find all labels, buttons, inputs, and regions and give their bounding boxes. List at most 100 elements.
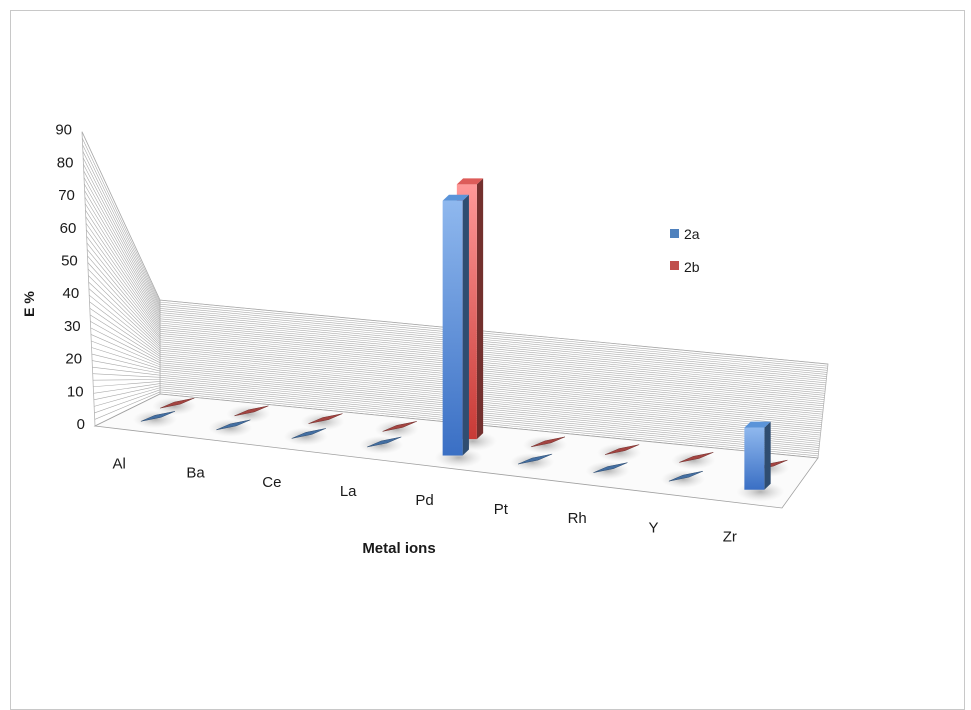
- bar-2a-Zr: [744, 421, 771, 490]
- gridline-back: [159, 324, 826, 390]
- gridline-side: [83, 164, 161, 311]
- gridline-back: [159, 383, 820, 448]
- gridline-side: [92, 379, 161, 381]
- gridline-side: [89, 294, 161, 353]
- x-tick-label: Zr: [723, 528, 737, 545]
- bar-2b-Ba: [234, 405, 269, 417]
- gridline-back: [159, 308, 828, 373]
- gridline-side: [89, 308, 161, 357]
- gridline-back: [159, 320, 826, 386]
- bar-2a-Rh: [593, 462, 628, 473]
- gridline-side: [85, 210, 161, 326]
- gridline-side: [89, 301, 161, 355]
- gridline-back: [159, 328, 825, 394]
- gridline-back: [159, 345, 824, 411]
- gridline-side: [86, 236, 161, 334]
- gridline-side: [91, 340, 161, 368]
- y-tick-label: 30: [64, 318, 81, 335]
- gridline-back: [159, 316, 827, 382]
- gridline-side: [93, 383, 161, 394]
- gridline-side: [88, 288, 161, 351]
- gridline-back: [159, 341, 824, 407]
- legend-label-2a: 2a: [684, 226, 700, 242]
- gridline-side: [88, 281, 161, 349]
- gridline-back: [159, 356, 823, 421]
- legend-swatch-2a: [670, 229, 679, 238]
- gridline-back: [159, 374, 821, 440]
- y-tick-label: 40: [63, 285, 80, 302]
- gridline-side: [82, 144, 161, 305]
- bar-2b-Rh: [605, 444, 640, 455]
- gridline-back: [159, 351, 823, 417]
- bar-side: [476, 178, 484, 440]
- gridline-side: [92, 373, 161, 378]
- gridline-side: [93, 385, 161, 401]
- gridline-back: [159, 381, 820, 446]
- gridline-side: [94, 389, 161, 414]
- gridline-side: [83, 177, 161, 315]
- gridline-side: [93, 381, 161, 388]
- grid-layer: [81, 131, 829, 459]
- gridline-side: [84, 183, 161, 317]
- gridline-back: [159, 372, 821, 438]
- gridline-side: [85, 223, 161, 330]
- y-tick-label: 50: [61, 253, 78, 270]
- y-tick-label: 20: [65, 351, 82, 368]
- gridline-side: [84, 203, 161, 324]
- bar-2a-La: [367, 436, 402, 448]
- bar-2a-Ce: [291, 428, 326, 439]
- y-tick-label: 60: [60, 220, 77, 237]
- gridline-back: [159, 376, 820, 442]
- gridline-side: [81, 131, 161, 301]
- gridline-back: [159, 318, 827, 384]
- gridline-back: [159, 358, 822, 423]
- gridline-back: [159, 366, 821, 432]
- bar-2a-Pt: [517, 453, 553, 465]
- gridline-back: [159, 337, 825, 402]
- bar-side: [764, 421, 771, 490]
- bar-front: [744, 427, 765, 490]
- bar-2a-Ba: [216, 419, 251, 431]
- gridline-back: [159, 314, 827, 379]
- gridline-back: [159, 389, 819, 455]
- gridline-side: [90, 334, 161, 366]
- bar-front: [442, 200, 463, 456]
- gridline-side: [90, 327, 161, 363]
- bars-layer: [442, 178, 771, 490]
- gridline-back: [159, 306, 828, 371]
- side-wall: [81, 131, 161, 427]
- gridline-side: [84, 190, 161, 319]
- bar-side: [462, 194, 469, 456]
- gridline-back: [159, 370, 821, 436]
- x-tick-label: Pd: [415, 492, 433, 509]
- x-tick-label: Ba: [186, 465, 205, 482]
- gridline-back: [159, 347, 823, 413]
- gridline-side: [88, 275, 161, 347]
- legend-label-2b: 2b: [684, 259, 700, 275]
- gridline-back: [159, 333, 825, 398]
- bar-2a-Al: [140, 411, 176, 422]
- gridline-back: [159, 349, 823, 415]
- x-tick-label: La: [340, 483, 357, 500]
- gridline-side: [92, 360, 161, 374]
- gridline-side: [94, 387, 161, 407]
- gridline-side: [82, 157, 161, 309]
- gridline-back: [159, 299, 829, 365]
- y-tick-label: 0: [77, 416, 85, 433]
- gridline-back: [159, 360, 822, 425]
- x-tick-label: Y: [648, 519, 658, 536]
- gridline-back: [159, 387, 819, 453]
- x-tick-label: Rh: [568, 510, 587, 527]
- bar-top: [456, 178, 484, 185]
- bar-2b-Ce: [308, 413, 343, 424]
- x-tick-label: Pt: [494, 501, 509, 518]
- x-tick-label: Ce: [262, 474, 281, 491]
- gridline-side: [87, 255, 161, 340]
- gridline-back: [159, 310, 827, 375]
- gridline-back: [159, 368, 821, 434]
- gridline-back: [159, 339, 824, 405]
- gridline-side: [94, 391, 161, 420]
- y-tick-label: 90: [55, 122, 72, 139]
- gridline-back: [159, 331, 825, 396]
